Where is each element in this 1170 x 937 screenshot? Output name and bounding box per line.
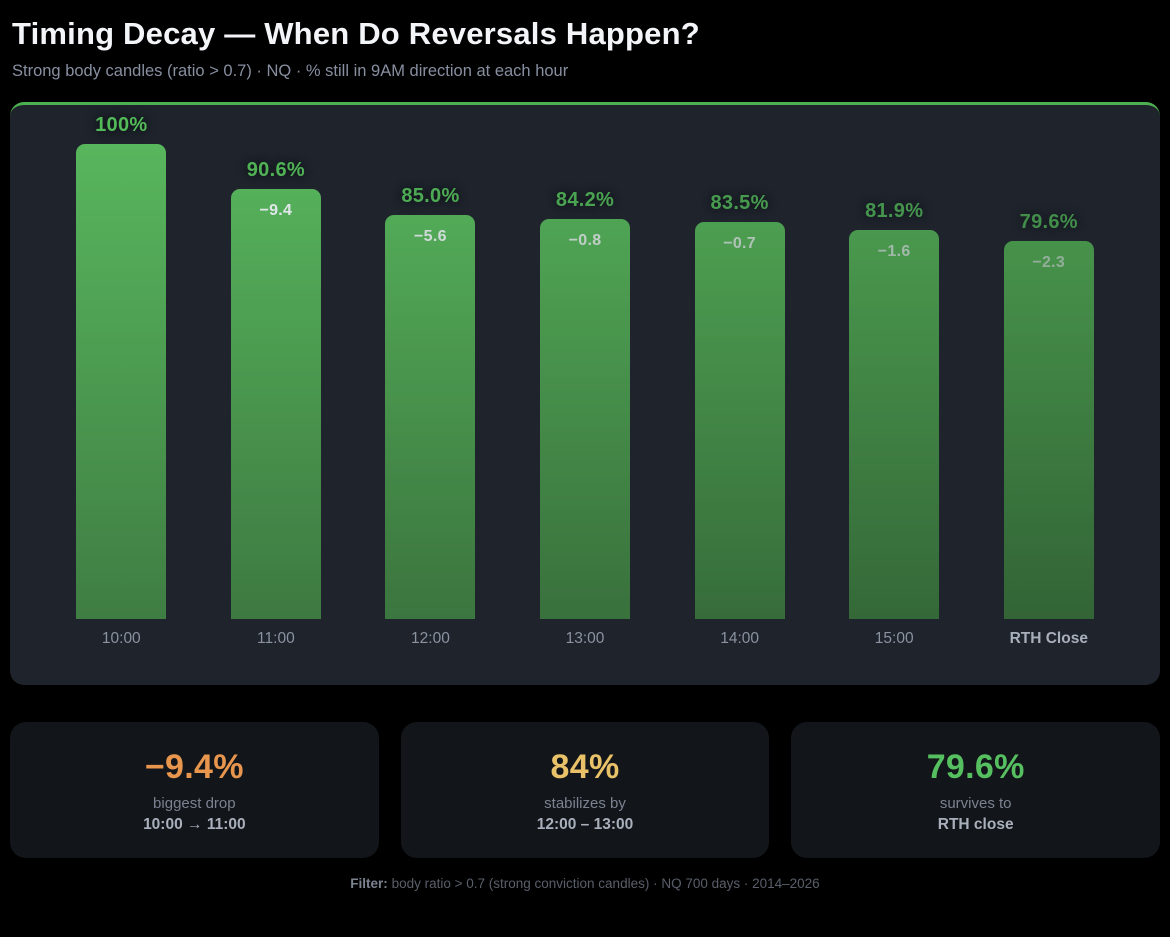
page-title: Timing Decay — When Do Reversals Happen? [12,16,700,51]
bar-value-label: 90.6% [246,158,305,181]
bar-value-label: 100% [95,114,148,136]
bar: −9.4 [230,188,321,619]
bar-column: 84.2% −0.8 [508,109,663,619]
bar-column: 85.0% −5.6 [353,109,508,619]
plot-area: 100% 90.6% −9.4 85.0% −5.6 84.2% −0.8 83.5% −0.7… [44,109,1126,619]
bar-column: 90.6% −9.4 [199,109,354,619]
page-header: Timing Decay — When Do Reversals Happen?… [0,0,1170,81]
page-subtitle: Strong body candles (ratio > 0.7) · NQ ·… [12,62,569,80]
stat-card-biggest-drop: −9.4% biggest drop 10:00 → 11:00 [10,722,379,858]
bar: −2.3 [1003,240,1094,619]
x-axis-label: 12:00 [411,630,450,647]
bar-value-label: 81.9% [865,200,924,222]
x-axis-label: RTH Close [1009,630,1088,647]
stat-sublabel: 12:00 – 13:00 [536,816,634,833]
bar: −1.6 [849,230,940,619]
bar: −0.7 [694,222,785,619]
chart-panel: 100% 90.6% −9.4 85.0% −5.6 84.2% −0.8 83.5% −0.7… [10,102,1160,685]
stat-sublabel: 10:00 → 11:00 [143,816,246,833]
bar-delta-label: −5.6 [414,228,447,246]
x-axis-label: 14:00 [720,630,759,647]
stats-row: −9.4% biggest drop 10:00 → 11:00 84% sta… [10,722,1161,858]
footer-note: Filter: body ratio > 0.7 (strong convict… [0,876,1170,891]
x-axis-label: 15:00 [874,630,914,647]
bar-value-label: 79.6% [1019,210,1078,233]
bar-delta-label: −9.4 [259,201,293,219]
bar [76,144,167,619]
bar-value-label: 84.2% [555,189,615,211]
stat-card-stabilizes: 84% stabilizes by 12:00 – 13:00 [400,722,770,858]
stat-label: biggest drop [153,795,236,812]
bar-column: 81.9% −1.6 [817,109,972,619]
x-axis-label: 10:00 [101,630,141,647]
bar-delta-label: −2.3 [1032,253,1066,271]
x-axis-label: 11:00 [257,630,295,647]
bar: −5.6 [385,215,476,619]
stat-sublabel: RTH close [937,816,1014,833]
footer-filter-prefix: Filter: [350,876,388,891]
stat-label: stabilizes by [544,795,626,812]
bar-value-label: 85.0% [401,185,460,208]
stat-value: 79.6% [926,748,1025,786]
x-axis-label: 13:00 [565,630,605,647]
stat-card-survives: 79.6% survives to RTH close [791,722,1161,858]
footer-filter-text: body ratio > 0.7 (strong conviction cand… [387,876,820,891]
stat-label: survives to [939,795,1012,812]
bar-column: 83.5% −0.7 [662,109,817,619]
bar-value-label: 83.5% [710,192,769,215]
bar-delta-label: −0.8 [568,232,602,249]
bar-delta-label: −0.7 [723,235,756,253]
x-axis-labels: 10:00 11:00 12:00 13:00 14:00 15:00 RTH Close [44,630,1126,648]
bar-delta-label: −1.6 [877,243,911,260]
stat-value: 84% [550,748,620,786]
bar-column: 100% [44,109,199,619]
stat-value: −9.4% [144,748,244,786]
bar: −0.8 [540,219,631,619]
bar-column: 79.6% −2.3 [971,109,1126,619]
